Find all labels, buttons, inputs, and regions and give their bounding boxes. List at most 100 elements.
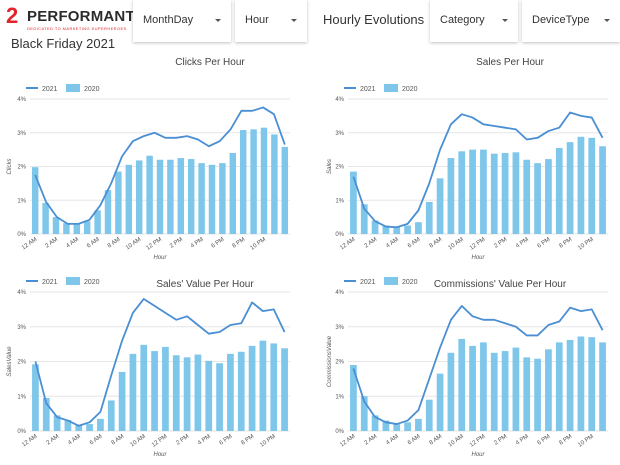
bar-2020 <box>360 396 368 431</box>
chevron-down-icon <box>502 19 508 22</box>
bar-2020 <box>393 424 401 431</box>
y-tick-label: 4% <box>335 290 344 296</box>
y-tick-label: 1% <box>335 394 344 400</box>
x-tick-label: 12 AM <box>21 237 38 252</box>
bar-2020 <box>129 353 137 431</box>
monthday-filter[interactable]: MonthDay <box>133 0 231 42</box>
bar-2020 <box>64 419 72 431</box>
bar-2020 <box>205 360 213 431</box>
y-tick-label: 3% <box>17 131 26 137</box>
legend-bar-swatch <box>384 277 398 285</box>
x-tick-label: 2 AM <box>364 434 379 447</box>
bar-2020 <box>63 223 70 234</box>
y-tick-label: 4% <box>17 290 26 296</box>
legend-label-2020: 2020 <box>84 86 100 93</box>
chart-title: Sales' Value Per Hour <box>156 279 254 290</box>
y-axis-label: Clicks <box>7 159 13 175</box>
bar-2020 <box>382 420 390 431</box>
bar-2020 <box>259 340 267 431</box>
bar-2020 <box>512 347 520 431</box>
bar-2020 <box>229 153 237 234</box>
bar-2020 <box>371 415 379 431</box>
x-tick-label: 10 PM <box>249 237 267 252</box>
legend-label-2020: 2020 <box>402 279 418 286</box>
x-tick-label: 6 PM <box>211 237 226 250</box>
y-tick-label: 0% <box>17 232 26 238</box>
bar-2020 <box>187 159 195 234</box>
bar-2020 <box>555 147 563 234</box>
legend-bar-swatch <box>66 84 80 92</box>
legend-label-2021: 2021 <box>360 279 376 286</box>
x-tick-label: 10 PM <box>577 237 595 252</box>
x-tick-label: 12 PM <box>151 434 169 449</box>
bar-2020 <box>237 351 245 431</box>
bar-2020 <box>415 222 422 234</box>
y-tick-label: 3% <box>335 325 344 331</box>
bar-2020 <box>577 136 585 234</box>
bar-2020 <box>458 338 466 431</box>
bar-2020 <box>534 358 541 431</box>
x-tick-label: 6 AM <box>86 237 101 250</box>
x-tick-label: 2 PM <box>175 434 190 447</box>
bar-2020 <box>104 190 112 234</box>
logo-mark: 2 <box>6 3 19 28</box>
x-tick-label: 12 AM <box>339 434 356 449</box>
category-filter-label: Category <box>440 14 485 26</box>
y-axis-label: CommissionsValue <box>327 335 333 387</box>
x-tick-label: 12 PM <box>469 237 487 252</box>
bar-2020 <box>588 337 596 431</box>
category-filter[interactable]: Category <box>430 0 518 42</box>
x-tick-label: 2 PM <box>493 237 508 250</box>
bar-2020 <box>115 171 122 234</box>
x-tick-label: 4 AM <box>385 237 400 250</box>
bar-2020 <box>523 357 531 431</box>
chevron-down-icon <box>215 19 221 22</box>
legend-label-2021: 2021 <box>42 86 58 93</box>
bar-2020 <box>281 348 288 431</box>
x-tick-label: 4 AM <box>385 434 400 447</box>
devicetype-filter-label: DeviceType <box>532 14 590 26</box>
series-line-2021 <box>352 111 604 229</box>
monthday-filter-label: MonthDay <box>143 14 194 26</box>
bar-2020 <box>183 357 191 431</box>
x-axis-label: Hour <box>471 255 485 261</box>
chart-1: Clicks Per Hour 2021 2020 0% 1% 2% 3% 4% Clicks 1… <box>7 57 290 261</box>
bar-2020 <box>75 424 83 431</box>
devicetype-filter[interactable]: DeviceType <box>522 0 620 42</box>
bar-2020 <box>32 364 39 431</box>
x-tick-label: 2 PM <box>169 237 184 250</box>
bar-2020 <box>545 349 552 431</box>
bar-2020 <box>248 345 256 431</box>
y-tick-label: 2% <box>17 165 26 171</box>
chart-title: Sales Per Hour <box>476 57 544 68</box>
bar-2020 <box>458 151 466 234</box>
bar-2020 <box>140 344 148 431</box>
logo: 2 PERFORMANT DEDICATED TO MARKETING SUPE… <box>6 3 135 32</box>
bar-2020 <box>208 164 216 234</box>
y-tick-label: 2% <box>17 360 26 366</box>
bar-2020 <box>480 342 487 431</box>
y-tick-label: 3% <box>17 325 26 331</box>
bar-2020 <box>270 343 278 431</box>
x-tick-label: 4 AM <box>67 434 82 447</box>
x-tick-label: 6 AM <box>89 434 104 447</box>
bar-2020 <box>52 217 60 234</box>
x-tick-label: 8 PM <box>240 434 255 447</box>
bar-2020 <box>555 342 563 431</box>
bar-2020 <box>227 353 234 431</box>
x-tick-label: 2 AM <box>46 434 61 447</box>
bar-2020 <box>566 142 574 234</box>
bar-2020 <box>177 158 185 234</box>
bar-2020 <box>371 220 379 234</box>
bar-2020 <box>219 163 226 234</box>
bar-2020 <box>404 422 411 431</box>
bar-2020 <box>599 146 606 234</box>
y-tick-label: 4% <box>17 97 26 103</box>
bar-2020 <box>42 202 49 234</box>
bar-2020 <box>194 354 202 431</box>
legend-bar-swatch <box>66 277 80 285</box>
bar-2020 <box>42 397 50 431</box>
hour-filter[interactable]: Hour <box>235 0 307 42</box>
x-tick-label: 4 PM <box>515 434 530 447</box>
bar-2020 <box>350 364 357 431</box>
